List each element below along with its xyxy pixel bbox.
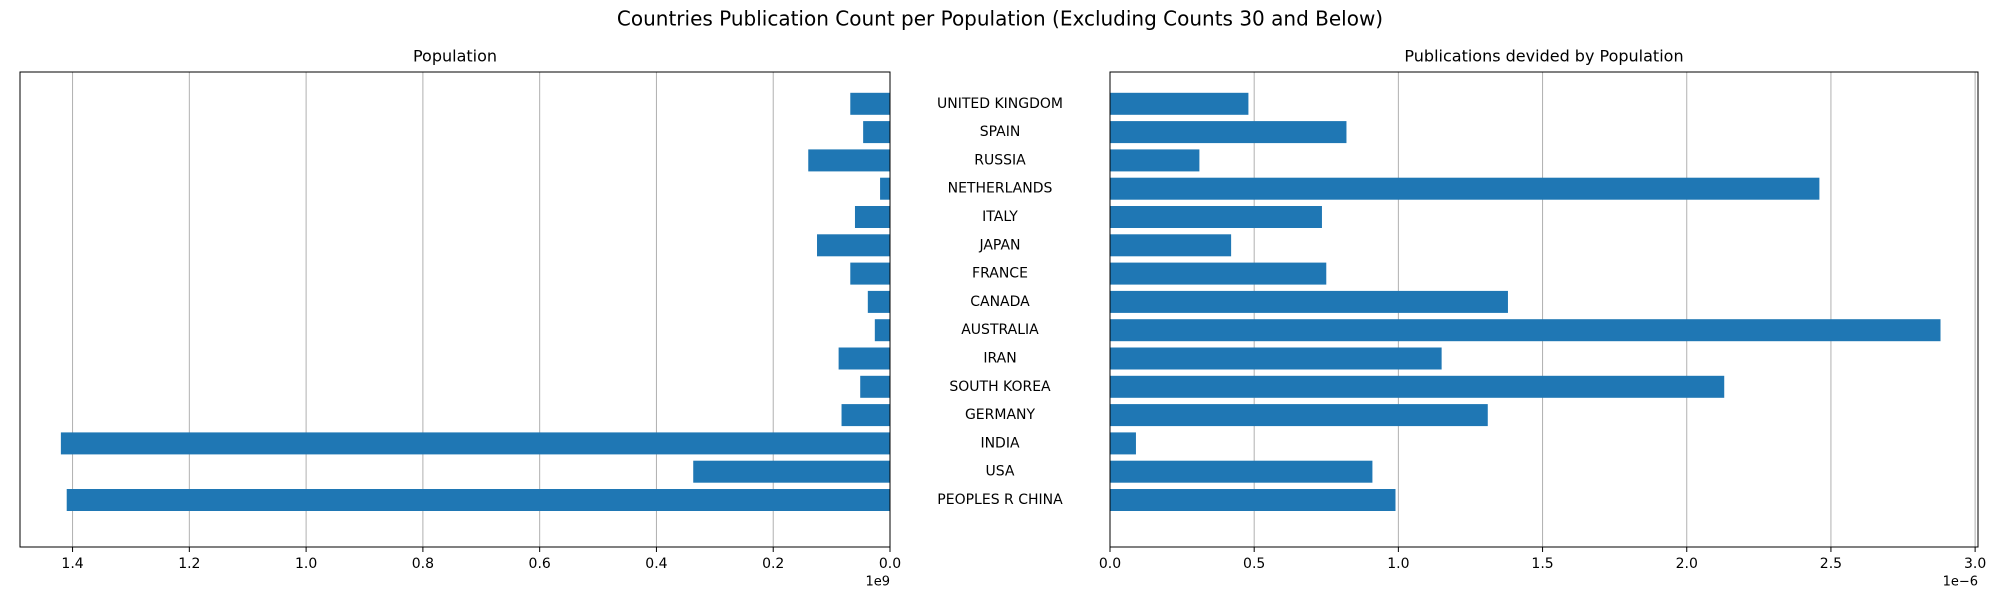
bar bbox=[1110, 206, 1322, 228]
bar bbox=[1110, 347, 1442, 370]
x-tick-label: 1.4 bbox=[61, 556, 83, 572]
bar bbox=[1110, 489, 1396, 511]
bar bbox=[60, 432, 890, 455]
bar bbox=[838, 347, 890, 370]
x-tick-label: 2.5 bbox=[1820, 556, 1842, 572]
x-tick-label: 1.5 bbox=[1531, 556, 1553, 572]
bar bbox=[874, 319, 890, 342]
bar bbox=[1110, 121, 1347, 144]
x-tick-label: 0.6 bbox=[529, 556, 551, 572]
bar bbox=[860, 375, 890, 398]
category-label: GERMANY bbox=[965, 407, 1036, 423]
x-tick-label: 0.4 bbox=[645, 556, 667, 572]
axes-frame bbox=[19, 71, 891, 548]
bar bbox=[1110, 319, 1941, 342]
bar bbox=[1110, 460, 1373, 483]
category-label: ITALY bbox=[982, 209, 1018, 225]
category-label: AUSTRALIA bbox=[961, 322, 1039, 338]
axes-title: Population bbox=[413, 47, 497, 66]
category-label: JAPAN bbox=[978, 237, 1020, 253]
category-label: FRANCE bbox=[972, 266, 1028, 282]
bar bbox=[1110, 432, 1136, 455]
axes-title: Publications devided by Population bbox=[1404, 47, 1683, 66]
x-tick-label: 0.8 bbox=[412, 556, 434, 572]
x-tick-label: 2.0 bbox=[1676, 556, 1698, 572]
bar bbox=[1110, 149, 1200, 172]
axis-offset-label: 1e9 bbox=[865, 575, 890, 590]
category-label: INDIA bbox=[980, 435, 1020, 451]
bar bbox=[867, 290, 890, 313]
bar bbox=[854, 206, 890, 228]
bar bbox=[66, 489, 890, 511]
bar bbox=[1110, 404, 1488, 427]
category-label: UNITED KINGDOM bbox=[937, 96, 1063, 112]
bar bbox=[1110, 290, 1508, 313]
axis-offset-label: 1e−6 bbox=[1943, 575, 1978, 590]
figure-title: Countries Publication Count per Populati… bbox=[617, 7, 1383, 31]
bar bbox=[850, 262, 890, 285]
category-label: SPAIN bbox=[980, 124, 1021, 140]
bar bbox=[808, 149, 890, 172]
category-label: IRAN bbox=[983, 351, 1016, 367]
category-label: SOUTH KOREA bbox=[949, 379, 1051, 395]
x-tick-label: 0.0 bbox=[879, 556, 901, 572]
axes-frame bbox=[1109, 71, 1979, 548]
category-label: NETHERLANDS bbox=[948, 181, 1053, 197]
bar bbox=[1110, 234, 1232, 257]
bar bbox=[1110, 177, 1820, 200]
x-tick-label: 1.0 bbox=[1387, 556, 1409, 572]
bar bbox=[817, 234, 890, 257]
bar bbox=[850, 92, 890, 115]
category-label: CANADA bbox=[970, 294, 1030, 310]
x-tick-label: 1.2 bbox=[178, 556, 200, 572]
bar bbox=[1110, 262, 1327, 285]
bar bbox=[1110, 375, 1725, 398]
category-label: PEOPLES R CHINA bbox=[937, 492, 1063, 508]
x-tick-label: 0.5 bbox=[1243, 556, 1265, 572]
bar bbox=[880, 177, 890, 200]
bar bbox=[841, 404, 890, 427]
bar bbox=[693, 460, 890, 483]
x-tick-label: 0.0 bbox=[1099, 556, 1121, 572]
category-label: RUSSIA bbox=[974, 152, 1026, 168]
x-tick-label: 3.0 bbox=[1964, 556, 1986, 572]
x-tick-label: 0.2 bbox=[762, 556, 784, 572]
category-label: USA bbox=[986, 464, 1015, 480]
bar bbox=[1110, 92, 1249, 115]
bar bbox=[863, 121, 890, 144]
x-tick-label: 1.0 bbox=[295, 556, 317, 572]
